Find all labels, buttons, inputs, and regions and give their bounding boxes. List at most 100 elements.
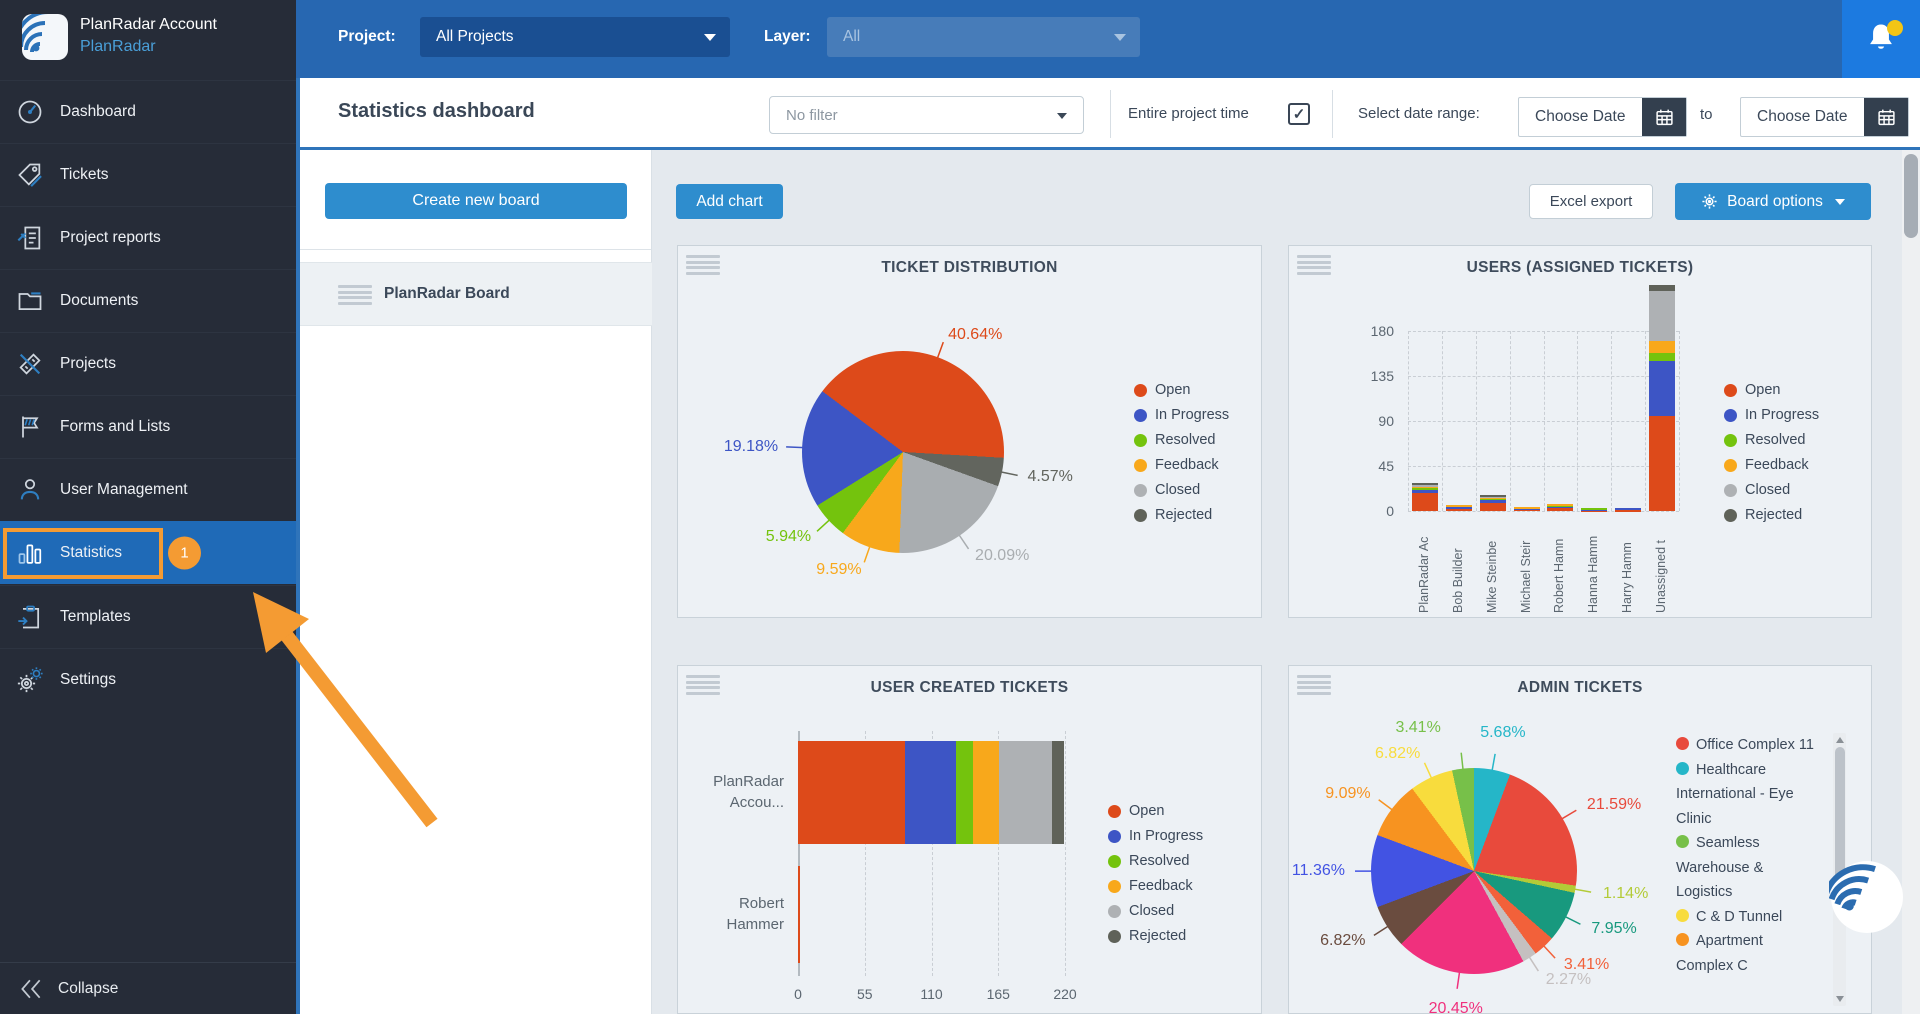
bar-segment-resolved[interactable] (1649, 353, 1675, 361)
legend-item[interactable]: Healthcare International - Eye Clinic (1676, 758, 1814, 832)
sidebar-item-documents[interactable]: Documents (0, 269, 296, 332)
planradar-watermark-logo[interactable] (1829, 859, 1905, 935)
bar-segment-rejected[interactable] (1480, 495, 1506, 497)
legend-item[interactable]: Resolved (1134, 430, 1215, 450)
y-axis-tick: 180 (1350, 323, 1394, 339)
bar-segment-open[interactable] (1412, 493, 1438, 511)
x-axis-category-label: Hanna Hamm (1586, 518, 1602, 613)
bar-segment-open[interactable] (1615, 510, 1641, 512)
date-from-picker[interactable]: Choose Date (1518, 97, 1687, 137)
check-icon: ✓ (1293, 105, 1306, 123)
legend-dot (1108, 905, 1121, 918)
entire-project-time-checkbox[interactable]: ✓ (1288, 103, 1310, 125)
create-new-board-button[interactable]: Create new board (325, 183, 627, 219)
bar-segment-open[interactable] (1446, 509, 1472, 511)
bar-segment-open[interactable] (1649, 416, 1675, 511)
scrollbar-thumb[interactable] (1904, 154, 1918, 238)
bar-segment-feedback[interactable] (973, 741, 1000, 844)
legend-item[interactable]: Resolved (1108, 851, 1189, 871)
legend-item[interactable]: Feedback (1108, 876, 1193, 896)
bar-segment-feedback[interactable] (1446, 505, 1472, 507)
legend-item[interactable]: Closed (1108, 901, 1174, 921)
bar-segment-rejected[interactable] (1412, 483, 1438, 485)
legend-item[interactable]: Closed (1134, 480, 1200, 500)
project-select[interactable]: All Projects (420, 17, 730, 57)
bar-segment-in-progress[interactable] (1615, 508, 1641, 510)
legend-item[interactable]: Open (1724, 380, 1780, 400)
bar-segment-resolved[interactable] (1412, 488, 1438, 490)
bar-segment-feedback[interactable] (1514, 507, 1540, 509)
legend-item[interactable]: Feedback (1134, 455, 1219, 475)
account-title: PlanRadar Account (80, 16, 217, 34)
legend-item[interactable]: Rejected (1724, 505, 1802, 525)
bar-segment-closed[interactable] (1412, 485, 1438, 487)
bar-segment-open[interactable] (798, 866, 800, 963)
pie-chart[interactable] (1371, 768, 1577, 974)
legend-dot (1108, 880, 1121, 893)
legend-label: In Progress (1745, 407, 1819, 423)
legend-item[interactable]: In Progress (1724, 405, 1819, 425)
legend-item[interactable]: Seamless Warehouse & Logistics (1676, 831, 1814, 905)
sidebar-item-dashboard[interactable]: Dashboard (0, 80, 296, 143)
legend-item[interactable]: Feedback (1724, 455, 1809, 475)
legend-item[interactable]: Office Complex 11 (1676, 733, 1814, 758)
legend-item[interactable]: Apartment Complex C (1676, 929, 1814, 978)
clipboard-icon (16, 603, 44, 631)
scroll-down-icon[interactable] (1836, 996, 1844, 1002)
legend-item[interactable]: In Progress (1108, 826, 1203, 846)
sidebar-item-tickets[interactable]: Tickets (0, 143, 296, 206)
chart-panel-user-created-tickets: USER CREATED TICKETS 055110165220PlanRad… (677, 665, 1262, 1014)
sidebar-item-project-reports[interactable]: Project reports (0, 206, 296, 269)
bar-segment-open[interactable] (1547, 507, 1573, 511)
bar-segment-feedback[interactable] (1649, 341, 1675, 353)
account-header[interactable]: PlanRadar Account PlanRadar (0, 0, 296, 80)
legend-item[interactable]: Resolved (1724, 430, 1805, 450)
bar-segment-in-progress[interactable] (1480, 500, 1506, 503)
y-axis-category-label: PlanRadar Accou... (686, 771, 784, 813)
sidebar-item-templates[interactable]: Templates (0, 585, 296, 648)
board-list-item-planradar-board[interactable]: PlanRadar Board (300, 262, 652, 326)
add-chart-button[interactable]: Add chart (676, 184, 783, 219)
y-axis-category-label: Robert Hammer (686, 893, 784, 935)
excel-export-button[interactable]: Excel export (1529, 184, 1653, 219)
board-options-button[interactable]: Board options (1675, 183, 1871, 220)
filter-select[interactable]: No filter (769, 96, 1084, 134)
legend-item[interactable]: Closed (1724, 480, 1790, 500)
pie-slice-label: 40.64% (948, 326, 1002, 344)
legend-label: In Progress (1129, 828, 1203, 844)
bar-segment-rejected[interactable] (1052, 741, 1064, 844)
legend-item[interactable]: In Progress (1134, 405, 1229, 425)
notifications-button[interactable] (1842, 0, 1920, 78)
legend-item[interactable]: Rejected (1108, 926, 1186, 946)
scroll-up-icon[interactable] (1836, 737, 1844, 743)
date-to-picker[interactable]: Choose Date (1740, 97, 1909, 137)
bar-segment-resolved[interactable] (956, 741, 973, 844)
bar-segment-in-progress[interactable] (1649, 361, 1675, 416)
collapse-sidebar-button[interactable]: Collapse (0, 962, 296, 1014)
legend-item[interactable]: Rejected (1134, 505, 1212, 525)
legend-item[interactable]: C & D Tunnel (1676, 905, 1814, 930)
legend-item[interactable]: Open (1108, 801, 1164, 821)
bar-segment-open[interactable] (798, 741, 905, 844)
sidebar-item-user-management[interactable]: User Management (0, 458, 296, 521)
gear-icon (1701, 193, 1718, 210)
bar-segment-resolved[interactable] (1581, 508, 1607, 510)
bar-segment-closed[interactable] (1649, 291, 1675, 341)
bar-segment-closed[interactable] (999, 741, 1051, 844)
layer-select-disabled[interactable]: All (827, 17, 1140, 57)
legend-item[interactable]: Open (1134, 380, 1190, 400)
bar-segment-open[interactable] (1480, 503, 1506, 511)
gridline (1476, 331, 1477, 511)
gridline (1645, 331, 1646, 511)
sidebar-item-statistics[interactable]: Statistics 1 (0, 521, 296, 584)
pie-chart[interactable] (802, 351, 1004, 553)
legend-label: Resolved (1129, 853, 1189, 869)
sidebar-item-projects[interactable]: Projects (0, 332, 296, 395)
bar-segment-rejected[interactable] (1649, 285, 1675, 291)
bar-segment-in-progress[interactable] (1412, 490, 1438, 493)
sidebar-item-forms-and-lists[interactable]: Forms and Lists (0, 395, 296, 458)
sidebar-item-settings[interactable]: Settings (0, 648, 296, 711)
bar-segment-in-progress[interactable] (905, 741, 956, 844)
drag-handle-icon[interactable] (338, 285, 372, 305)
bar-segment-feedback[interactable] (1547, 504, 1573, 506)
